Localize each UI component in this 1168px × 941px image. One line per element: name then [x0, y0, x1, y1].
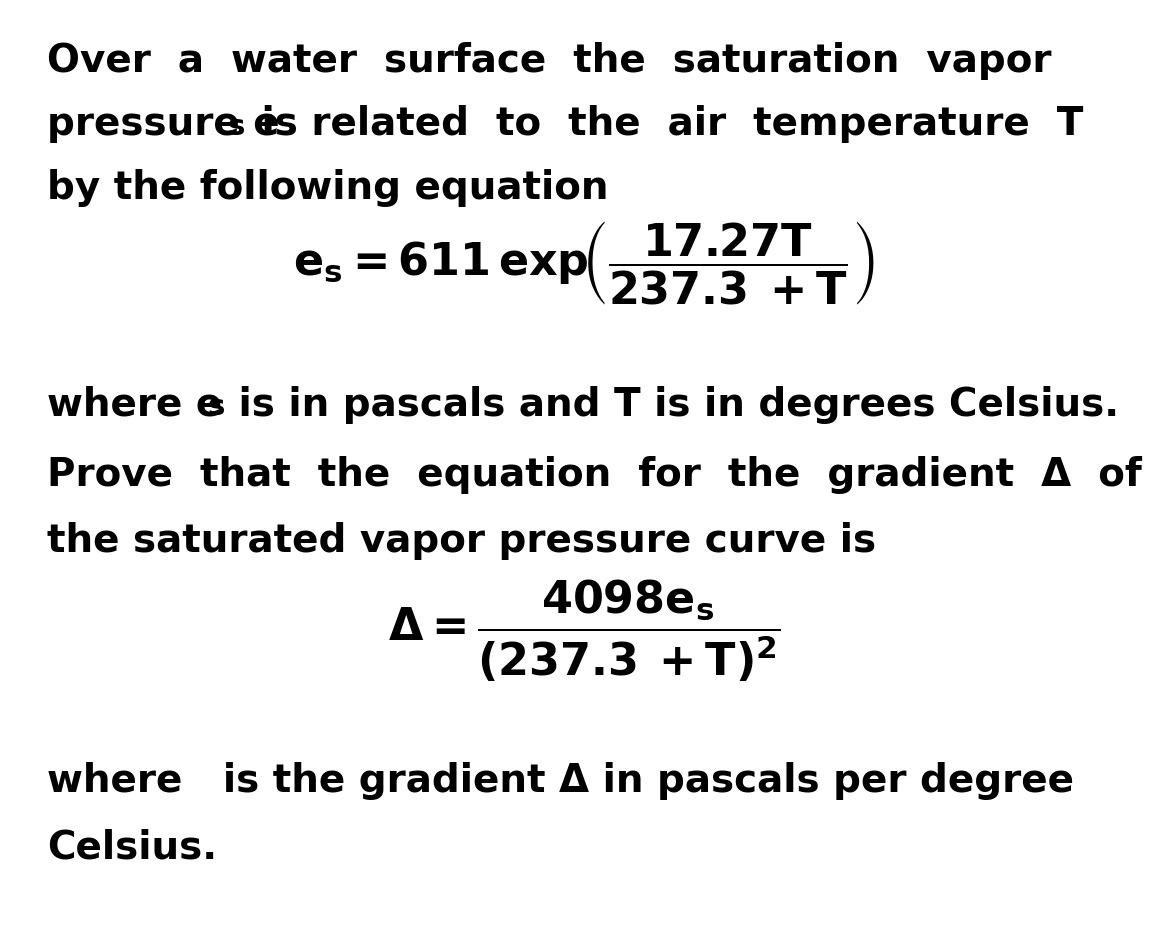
- Text: by the following equation: by the following equation: [47, 169, 609, 207]
- Text: where e: where e: [47, 386, 222, 423]
- Text: is related  to  the  air  temperature  T: is related to the air temperature T: [248, 105, 1083, 143]
- Text: where   is the gradient Δ in pascals per degree: where is the gradient Δ in pascals per d…: [47, 762, 1073, 800]
- Text: Over  a  water  surface  the  saturation  vapor: Over a water surface the saturation vapo…: [47, 42, 1051, 80]
- Text: $\mathbf{\Delta= \dfrac{4098e_s}{(237.3\;+T)^2}}$: $\mathbf{\Delta= \dfrac{4098e_s}{(237.3\…: [388, 577, 780, 684]
- Text: the saturated vapor pressure curve is: the saturated vapor pressure curve is: [47, 522, 876, 560]
- Text: s: s: [208, 393, 225, 422]
- Text: pressure e: pressure e: [47, 105, 279, 143]
- Text: $\mathbf{e_s = 611\,exp\!\left(\dfrac{17.27T}{237.3\;+T}\right)}$: $\mathbf{e_s = 611\,exp\!\left(\dfrac{17…: [293, 220, 875, 307]
- Text: Celsius.: Celsius.: [47, 828, 217, 866]
- Text: s: s: [228, 113, 245, 141]
- Text: is in pascals and T is in degrees Celsius.: is in pascals and T is in degrees Celsiu…: [225, 386, 1120, 423]
- Text: Prove  that  the  equation  for  the  gradient  Δ  of: Prove that the equation for the gradient…: [47, 456, 1141, 494]
